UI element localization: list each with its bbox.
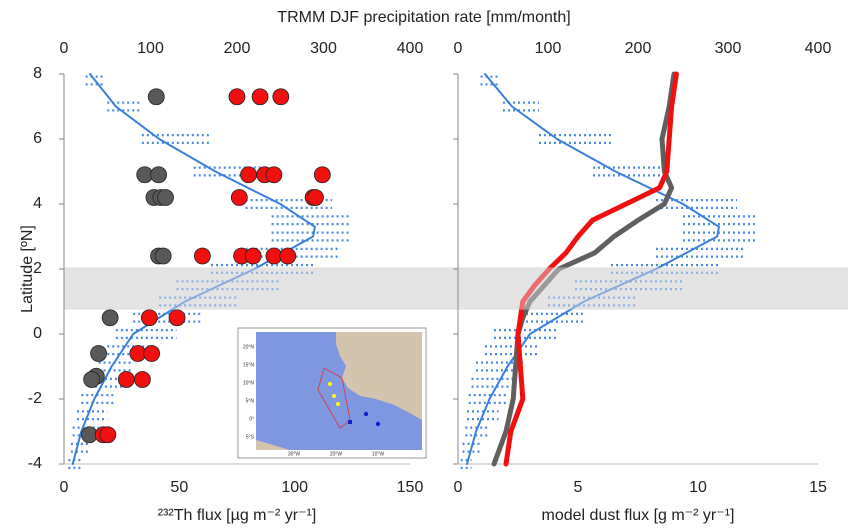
flux-point	[169, 310, 185, 326]
inset-site	[328, 382, 332, 386]
flux-point	[148, 89, 164, 105]
x2-tick-label: 200	[224, 40, 251, 57]
flux-point	[100, 427, 116, 443]
inset-site	[336, 402, 340, 406]
x-tick-label: 100	[281, 479, 308, 496]
x-axis-label: model dust flux [g m⁻² yr⁻¹]	[542, 507, 735, 524]
shaded-band-overlay	[65, 267, 458, 309]
flux-point	[91, 346, 107, 362]
x-tick-label: 0	[454, 479, 463, 496]
y-tick-label: 0	[33, 325, 42, 342]
flux-point	[314, 167, 330, 183]
flux-point	[307, 190, 323, 206]
x2-tick-label: 100	[535, 40, 562, 57]
inset-lat-label: 15°N	[243, 362, 255, 368]
flux-point	[245, 248, 261, 264]
flux-point	[157, 190, 173, 206]
flux-point	[118, 372, 134, 388]
x-axis-label: ²³²Th flux [µg m⁻² yr⁻¹]	[158, 507, 317, 524]
panel: 0 5 10 15 0 100 200 300 400 model dust flux [g m⁻…	[453, 40, 848, 524]
flux-point	[102, 310, 118, 326]
flux-point	[134, 372, 150, 388]
x2-tick-label: 200	[625, 40, 652, 57]
flux-point	[231, 190, 247, 206]
y-tick-label: 6	[33, 130, 42, 147]
x2-tick-label: 400	[397, 40, 424, 57]
x2-tick-label: 300	[310, 40, 337, 57]
x-tick-label: 0	[60, 479, 69, 496]
flux-point	[252, 89, 268, 105]
y-tick-label: 8	[33, 65, 42, 82]
x2-tick-label: 0	[60, 40, 69, 57]
y-tick-label: -4	[28, 455, 42, 472]
x-tick-label: 10	[689, 479, 707, 496]
flux-point	[155, 248, 171, 264]
x-tick-label: 50	[170, 479, 188, 496]
y-tick-label: -2	[28, 390, 42, 407]
shaded-band-overlay	[459, 267, 848, 309]
flux-point	[194, 248, 210, 264]
inset-lat-label: 5°S	[246, 434, 255, 440]
flux-point	[229, 89, 245, 105]
inset-lon-label: 20°W	[330, 451, 343, 457]
inset-map: 20°N 15°N 10°N 5°N 0° 5°S 30°W 20°W 10°W	[238, 328, 426, 458]
x-tick-label: 15	[809, 479, 827, 496]
x-tick-label: 150	[397, 479, 424, 496]
x2-tick-label: 400	[805, 40, 832, 57]
x-tick-label: 5	[574, 479, 583, 496]
inset-lat-label: 5°N	[246, 398, 255, 404]
y-tick-label: 4	[33, 195, 42, 212]
flux-point	[266, 167, 282, 183]
inset-lon-label: 30°W	[288, 451, 301, 457]
inset-site	[364, 412, 368, 416]
x2-tick-label: 300	[715, 40, 742, 57]
x2-tick-label: 0	[454, 40, 463, 57]
inset-lon-label: 10°W	[372, 451, 385, 457]
flux-point	[151, 167, 167, 183]
flux-point	[141, 310, 157, 326]
inset-lat-label: 20°N	[243, 344, 255, 350]
inset-site	[332, 394, 336, 398]
inset-site	[376, 422, 380, 426]
flux-point	[280, 248, 296, 264]
inset-lat-label: 10°N	[243, 380, 255, 386]
x2-tick-label: 100	[137, 40, 164, 57]
x2-axis-label: TRMM DJF precipitation rate [mm/month]	[277, 9, 570, 26]
inset-lat-label: 0°	[249, 416, 254, 422]
flux-point	[273, 89, 289, 105]
figure: 86420-2-40501001500100200300400²³²Th flu…	[0, 0, 848, 529]
flux-point	[84, 372, 100, 388]
flux-point	[144, 346, 160, 362]
inset-site	[348, 420, 352, 424]
flux-point	[241, 167, 257, 183]
y-axis-label: Latitude [ºN]	[19, 225, 36, 313]
